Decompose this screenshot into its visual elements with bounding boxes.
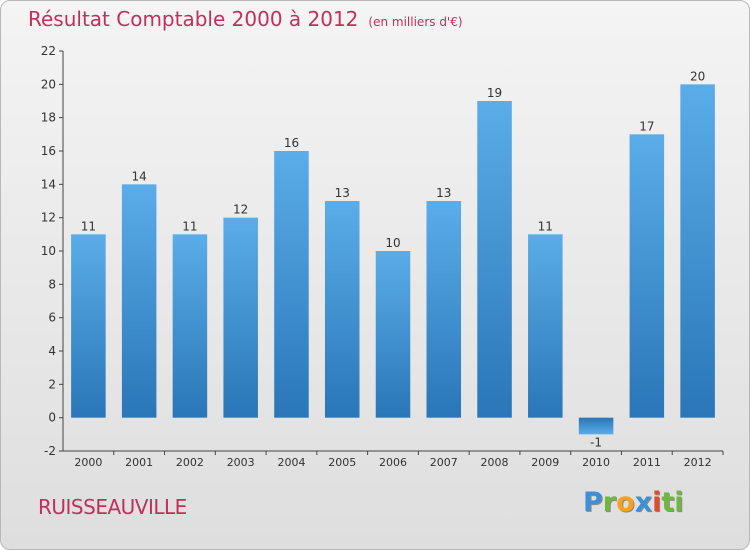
y-tick-label: 8 bbox=[48, 277, 56, 291]
location-name: RUISSEAUVILLE bbox=[38, 495, 187, 519]
y-tick-label: -2 bbox=[44, 444, 56, 458]
data-label: 10 bbox=[385, 236, 400, 250]
y-tick-label: 22 bbox=[41, 44, 56, 58]
bar bbox=[324, 201, 360, 418]
logo-letter: P bbox=[583, 487, 603, 518]
x-tick-label: 2008 bbox=[481, 456, 509, 469]
bar bbox=[578, 417, 614, 435]
x-tick-label: 2005 bbox=[328, 456, 356, 469]
data-label: 16 bbox=[284, 136, 299, 150]
data-label: 13 bbox=[335, 186, 350, 200]
data-label: 17 bbox=[639, 119, 654, 133]
bar bbox=[172, 234, 208, 418]
x-tick-label: 2007 bbox=[430, 456, 458, 469]
bar bbox=[528, 234, 563, 418]
y-tick-label: 20 bbox=[41, 77, 56, 91]
data-label: 11 bbox=[538, 219, 553, 233]
chart-subtitle: (en milliers d'€) bbox=[368, 15, 463, 29]
y-tick-label: 2 bbox=[48, 377, 56, 391]
logo-letter: x bbox=[634, 487, 653, 518]
y-tick-label: 4 bbox=[48, 344, 56, 358]
x-tick-label: 2012 bbox=[684, 456, 712, 469]
y-tick-label: 6 bbox=[48, 311, 56, 325]
data-label: 19 bbox=[487, 86, 502, 100]
x-tick-label: 2001 bbox=[125, 456, 153, 469]
proxiti-logo: Proxiti bbox=[583, 487, 684, 518]
bar bbox=[629, 134, 665, 418]
bar bbox=[121, 184, 157, 418]
data-label: -1 bbox=[590, 435, 602, 449]
y-tick-label: 10 bbox=[41, 244, 56, 258]
x-tick-label: 2002 bbox=[176, 456, 204, 469]
bar bbox=[680, 84, 715, 418]
data-label: 11 bbox=[81, 219, 96, 233]
x-tick-label: 2004 bbox=[277, 456, 305, 469]
chart-title-text: Résultat Comptable 2000 à 2012 bbox=[28, 7, 359, 31]
x-tick-label: 2011 bbox=[633, 456, 661, 469]
logo-letter: i bbox=[652, 487, 662, 518]
x-tick-label: 2000 bbox=[74, 456, 102, 469]
y-tick-label: 0 bbox=[48, 411, 56, 425]
data-label: 11 bbox=[182, 219, 197, 233]
x-tick-label: 2010 bbox=[582, 456, 610, 469]
x-tick-label: 2003 bbox=[227, 456, 255, 469]
data-label: 12 bbox=[233, 203, 248, 217]
x-tick-label: 2009 bbox=[531, 456, 559, 469]
x-tick-label: 2006 bbox=[379, 456, 407, 469]
bar bbox=[223, 217, 258, 418]
logo-letter: ti bbox=[661, 487, 684, 518]
data-label: 20 bbox=[690, 69, 705, 83]
bar bbox=[477, 101, 512, 418]
data-label: 13 bbox=[436, 186, 451, 200]
chart-title: Résultat Comptable 2000 à 2012 (en millie… bbox=[28, 7, 463, 31]
bar bbox=[274, 151, 309, 418]
logo-letter: o bbox=[616, 487, 635, 518]
y-tick-label: 18 bbox=[41, 111, 56, 125]
logo-letter: r bbox=[602, 487, 617, 518]
y-tick-label: 16 bbox=[41, 144, 56, 158]
y-tick-label: 12 bbox=[41, 211, 56, 225]
bar bbox=[426, 201, 462, 418]
data-label: 14 bbox=[132, 169, 147, 183]
bar bbox=[71, 234, 106, 418]
y-tick-label: 14 bbox=[41, 177, 56, 191]
bar bbox=[375, 251, 411, 418]
